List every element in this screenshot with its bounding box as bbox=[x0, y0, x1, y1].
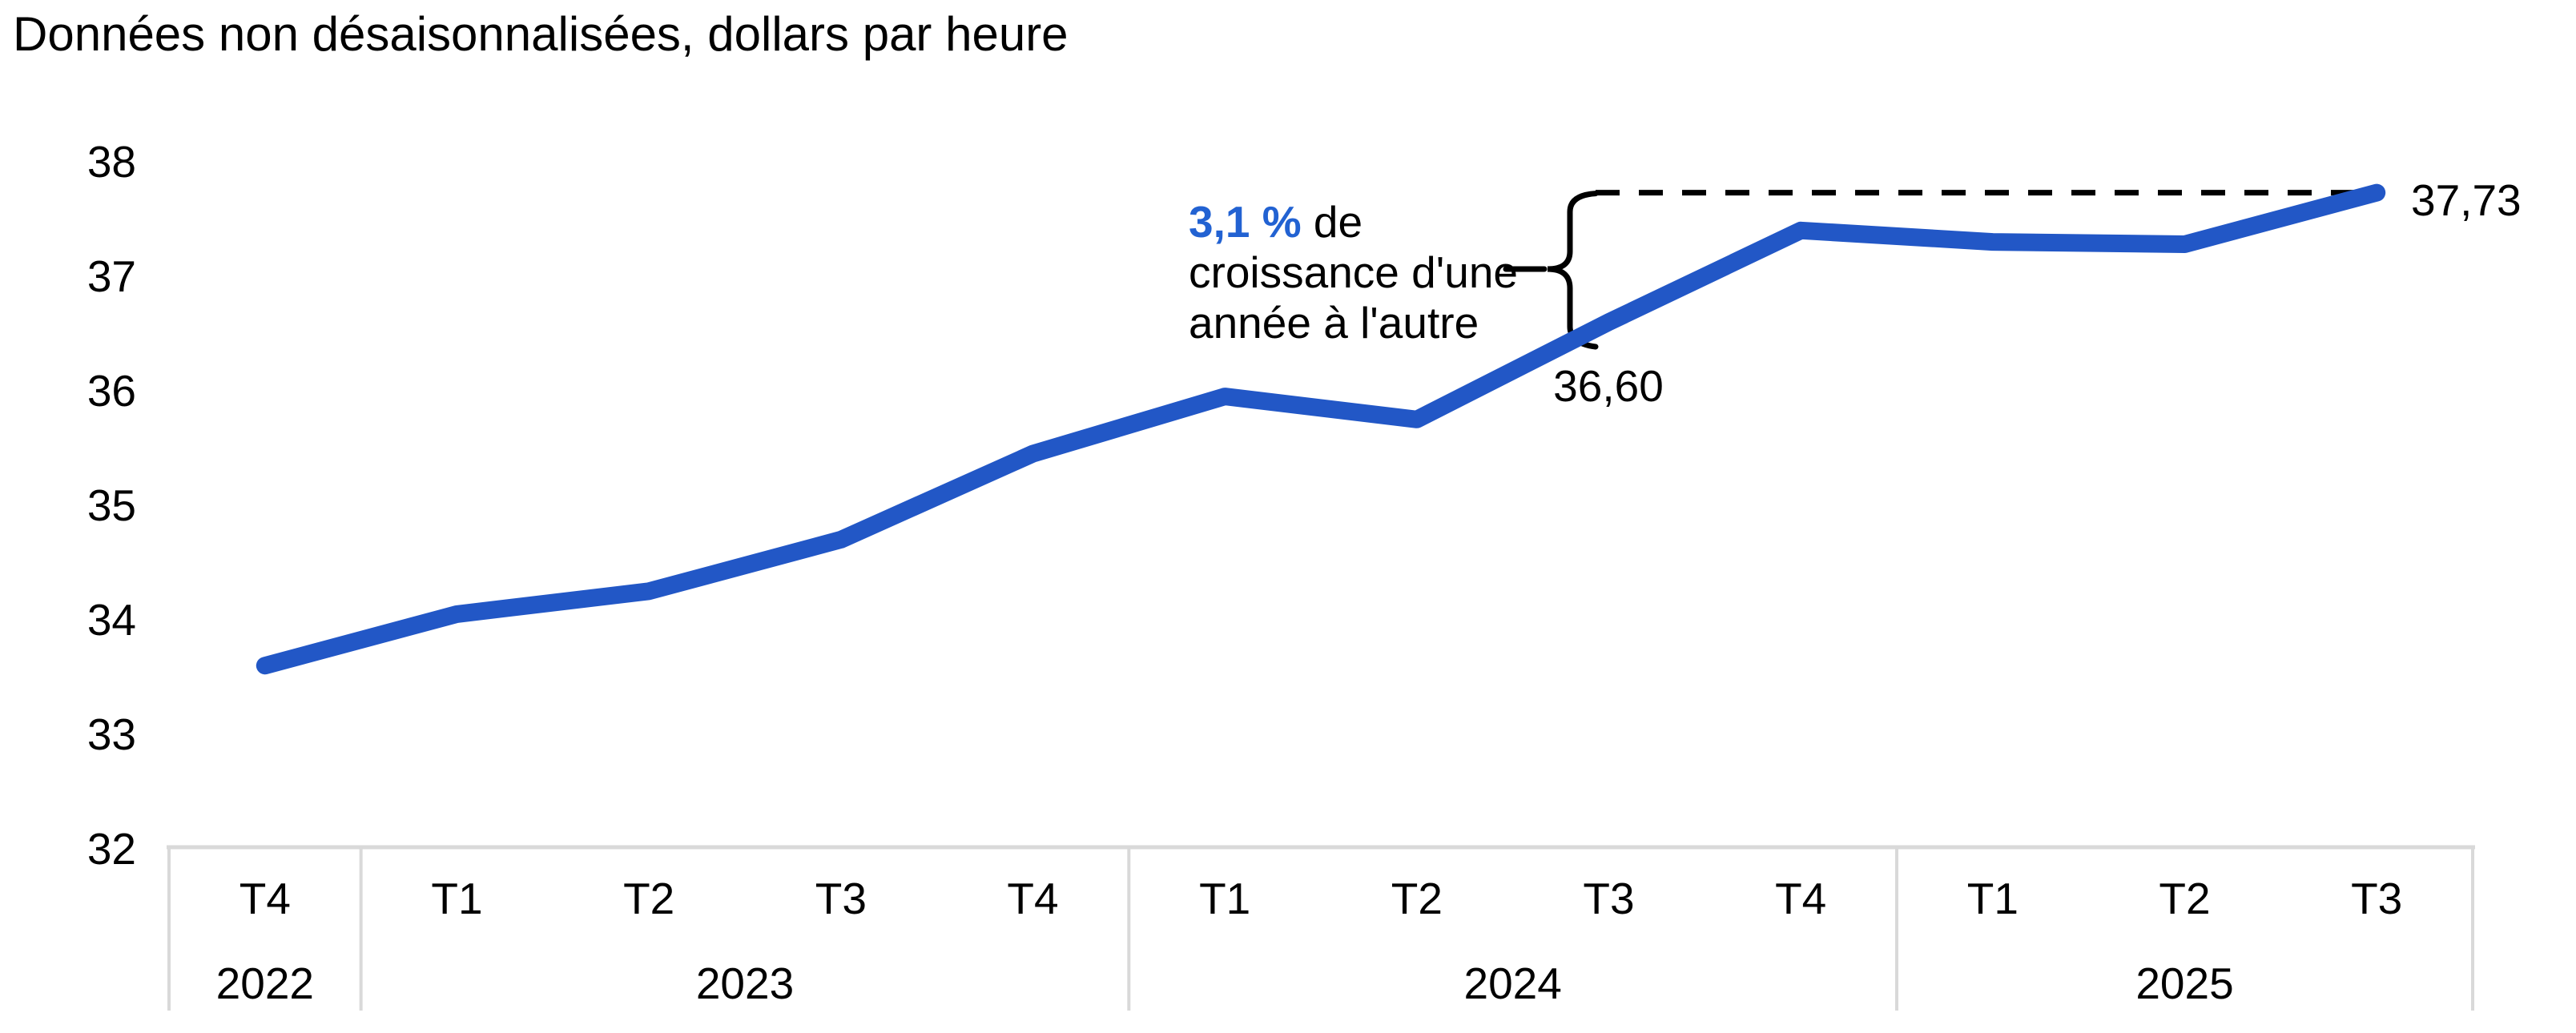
x-axis-quarter-label: T4 bbox=[1007, 874, 1058, 923]
x-axis-quarter-label: T1 bbox=[1199, 874, 1250, 923]
chart-subtitle: Données non désaisonnalisées, dollars pa… bbox=[13, 7, 1069, 61]
x-axis-quarter-label: T3 bbox=[2351, 874, 2402, 923]
y-axis-tick-label: 36 bbox=[87, 366, 136, 416]
x-axis-quarter-label: T4 bbox=[1775, 874, 1826, 923]
x-axis-year-label: 2023 bbox=[696, 959, 794, 1008]
x-axis-quarter-label: T2 bbox=[2159, 874, 2210, 923]
x-axis-quarter-label: T1 bbox=[431, 874, 482, 923]
y-axis-tick-label: 37 bbox=[87, 251, 136, 301]
y-axis-tick-label: 34 bbox=[87, 595, 136, 645]
x-axis-quarter-label: T1 bbox=[1967, 874, 2019, 923]
growth-annotation-line1-rest: de bbox=[1301, 197, 1363, 247]
hourly-wage-line-series bbox=[256, 183, 2386, 675]
y-axis-tick-label: 35 bbox=[87, 480, 136, 530]
data-point-label-t3-2025: 37,73 bbox=[2411, 175, 2522, 225]
x-axis-quarter-label: T2 bbox=[1391, 874, 1443, 923]
y-axis-tick-label: 38 bbox=[87, 137, 136, 187]
data-point-label-t3-2024: 36,60 bbox=[1553, 361, 1664, 411]
x-axis-quarter-label: T3 bbox=[1583, 874, 1634, 923]
x-axis-year-label: 2022 bbox=[216, 959, 314, 1008]
growth-rate-value: 3,1 % bbox=[1189, 197, 1302, 247]
x-axis-quarter-label: T2 bbox=[623, 874, 674, 923]
x-axis-quarter-label: T3 bbox=[815, 874, 867, 923]
growth-annotation: 3,1 % de croissance d'une année à l'autr… bbox=[1189, 197, 1518, 348]
growth-annotation-line2: croissance d'une bbox=[1189, 247, 1519, 297]
x-axis-year-label: 2024 bbox=[1463, 959, 1561, 1008]
y-axis-tick-label: 33 bbox=[87, 709, 136, 759]
growth-annotation-line1: 3,1 % de bbox=[1189, 197, 1518, 247]
x-axis-year-label: 2025 bbox=[2135, 959, 2233, 1008]
y-axis-tick-label: 32 bbox=[87, 824, 136, 874]
growth-annotation-line3: année à l'autre bbox=[1189, 298, 1479, 348]
x-axis-quarter-label: T4 bbox=[239, 874, 291, 923]
